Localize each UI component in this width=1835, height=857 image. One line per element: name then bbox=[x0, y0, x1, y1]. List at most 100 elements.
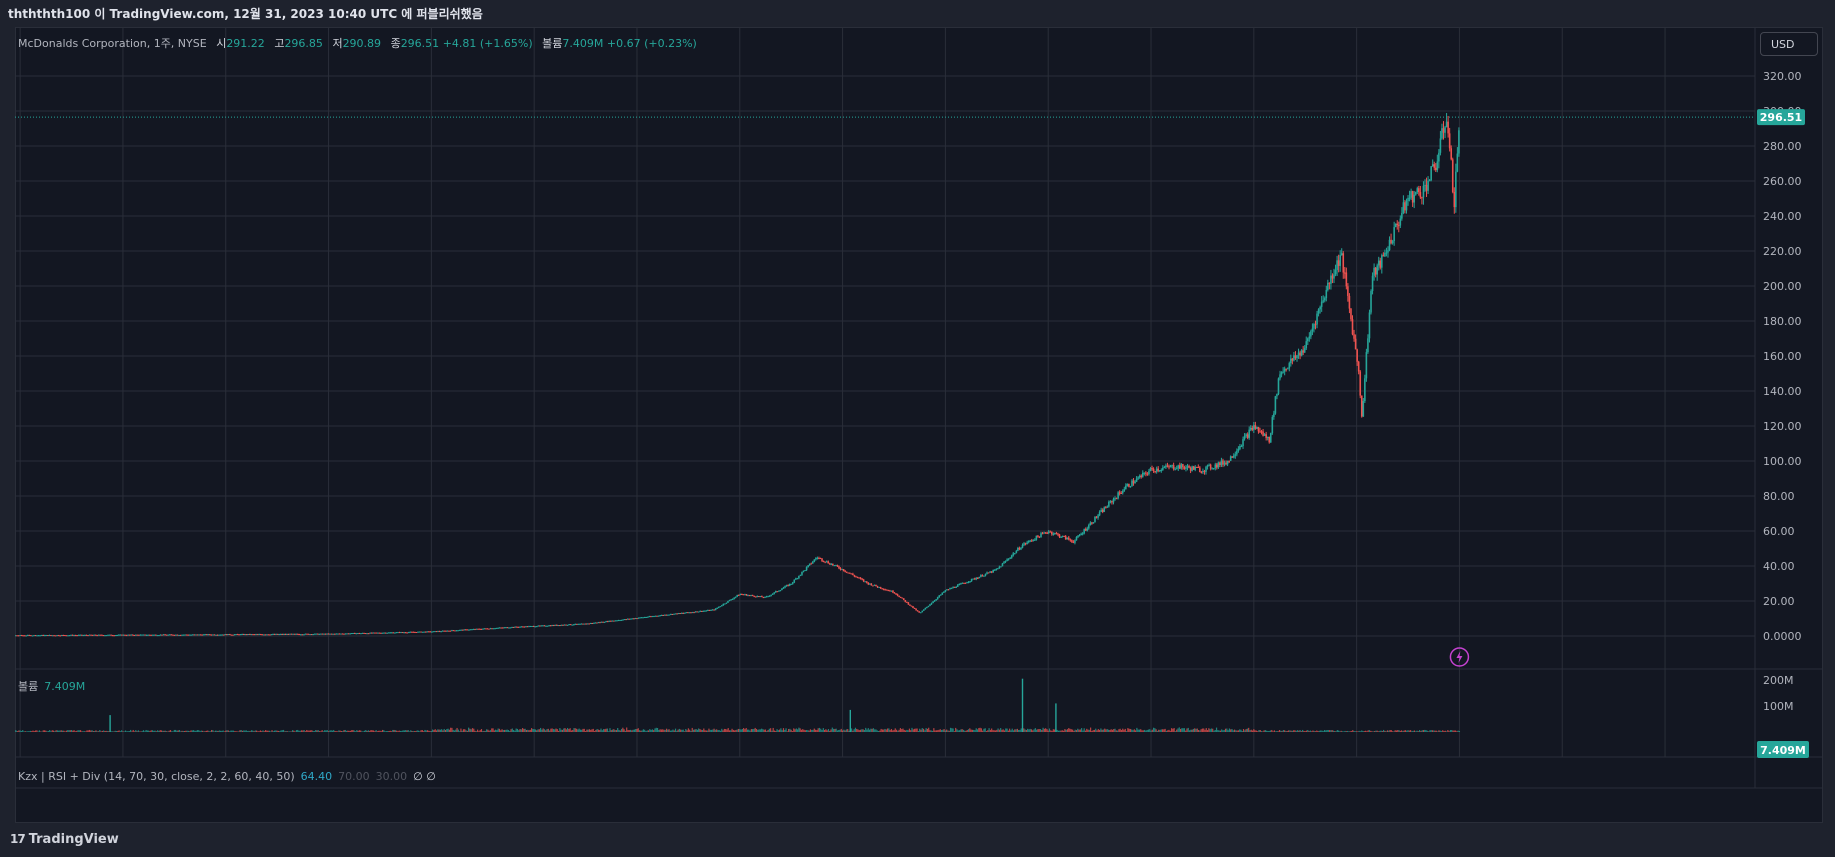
volume-bar bbox=[1120, 730, 1123, 732]
candle-body bbox=[1108, 501, 1110, 507]
volume-bar bbox=[651, 729, 654, 732]
volume-bar bbox=[824, 729, 826, 732]
volume-bar bbox=[908, 728, 911, 732]
volume-bar bbox=[480, 728, 483, 732]
candle-body bbox=[828, 563, 831, 565]
volume-bar bbox=[410, 730, 412, 732]
volume-bar bbox=[1081, 728, 1083, 732]
volume-bar bbox=[1000, 728, 1002, 732]
candle-body bbox=[1012, 553, 1015, 556]
volume-bar bbox=[907, 730, 909, 732]
volume-bar bbox=[1282, 730, 1284, 732]
volume-bar bbox=[1173, 728, 1175, 732]
candle-body bbox=[343, 633, 345, 635]
candle-body bbox=[767, 596, 769, 598]
volume-bar bbox=[1454, 730, 1457, 732]
candle-body bbox=[238, 634, 240, 636]
volume-bar bbox=[1006, 728, 1008, 732]
volume-bar bbox=[282, 729, 285, 732]
candle-body bbox=[1191, 466, 1193, 471]
candle-body bbox=[771, 593, 774, 595]
logo-mark-icon: 17 bbox=[10, 832, 26, 846]
volume-bar bbox=[894, 728, 896, 732]
symbol-name[interactable]: McDonalds Corporation, 1주, NYSE bbox=[18, 37, 207, 50]
candle-body bbox=[275, 633, 277, 635]
volume-bar bbox=[122, 731, 124, 732]
volume-bar bbox=[29, 730, 32, 732]
volume-bar bbox=[524, 728, 526, 732]
candle-body bbox=[184, 634, 186, 636]
volume-bar bbox=[1125, 731, 1128, 732]
volume-bar bbox=[58, 730, 60, 732]
volume-bar bbox=[101, 730, 103, 732]
candle-body bbox=[360, 633, 362, 635]
candle-body bbox=[1419, 192, 1422, 198]
candle-body bbox=[258, 634, 260, 636]
candle-body bbox=[1188, 465, 1190, 468]
volume-bar bbox=[253, 731, 255, 732]
volume-bar bbox=[1401, 730, 1403, 732]
candle-body bbox=[1112, 498, 1115, 503]
candle-body bbox=[68, 635, 71, 637]
currency-button[interactable]: USD bbox=[1760, 32, 1818, 56]
volume-bar bbox=[41, 731, 43, 732]
volume-bar bbox=[127, 731, 129, 732]
candle-body bbox=[102, 635, 105, 637]
chart-frame[interactable] bbox=[15, 27, 1823, 823]
candle-body bbox=[324, 633, 327, 635]
candle-body bbox=[522, 626, 524, 628]
candle-body bbox=[224, 634, 227, 636]
volume-bar bbox=[1344, 730, 1346, 732]
candle-body bbox=[309, 634, 311, 636]
volume-bar bbox=[627, 730, 629, 732]
volume-bar bbox=[1394, 730, 1396, 732]
candle-body bbox=[711, 609, 714, 611]
candle-body bbox=[1160, 469, 1163, 471]
volume-bar bbox=[1160, 729, 1162, 732]
candle-body bbox=[272, 633, 274, 635]
volume-bar bbox=[776, 729, 778, 732]
volume-bar bbox=[734, 730, 736, 732]
volume-bar bbox=[1318, 730, 1320, 732]
candle-body bbox=[444, 630, 447, 632]
volume-bar bbox=[854, 727, 857, 732]
candle-body bbox=[312, 634, 314, 636]
volume-bar bbox=[786, 731, 788, 732]
volume-bar bbox=[722, 730, 724, 732]
volume-bar bbox=[1349, 731, 1351, 732]
volume-bar bbox=[969, 728, 971, 732]
candle-body bbox=[1286, 368, 1289, 370]
volume-bar bbox=[1143, 729, 1146, 732]
candle-body bbox=[300, 634, 302, 636]
candle-body bbox=[1189, 467, 1192, 471]
candle-body bbox=[215, 634, 217, 636]
volume-bar bbox=[533, 729, 535, 732]
rsi-label[interactable]: Kzx | RSI + Div (14, 70, 30, close, 2, 2… bbox=[18, 770, 295, 783]
candle-body bbox=[933, 600, 936, 602]
volume-bar bbox=[361, 731, 363, 732]
candle-body bbox=[397, 632, 399, 634]
candle-body bbox=[1140, 475, 1143, 477]
tradingview-logo[interactable]: 17 TradingView bbox=[10, 832, 119, 847]
candle-body bbox=[64, 635, 66, 637]
volume-bar bbox=[1443, 731, 1445, 732]
candle-body bbox=[107, 634, 109, 636]
candle-body bbox=[1245, 434, 1247, 437]
candle-body bbox=[554, 624, 557, 626]
volume-bar bbox=[919, 728, 921, 732]
volume-bar bbox=[299, 730, 301, 732]
volume-bar bbox=[263, 731, 265, 732]
volume-bar bbox=[1192, 728, 1195, 732]
candle-body bbox=[862, 579, 865, 582]
volume-bar bbox=[49, 730, 51, 732]
candle-body bbox=[1018, 547, 1021, 550]
candle-body bbox=[139, 634, 142, 636]
candle-body bbox=[768, 595, 771, 597]
volume-bar bbox=[456, 727, 458, 732]
volume-bar bbox=[453, 730, 456, 732]
volume-bar bbox=[1397, 730, 1399, 732]
candle-body bbox=[614, 620, 617, 622]
candle-body bbox=[717, 606, 720, 608]
volume-bar bbox=[505, 729, 507, 732]
price-chart[interactable]: 0.000020.0040.0060.0080.00100.00120.0014… bbox=[15, 27, 1823, 823]
